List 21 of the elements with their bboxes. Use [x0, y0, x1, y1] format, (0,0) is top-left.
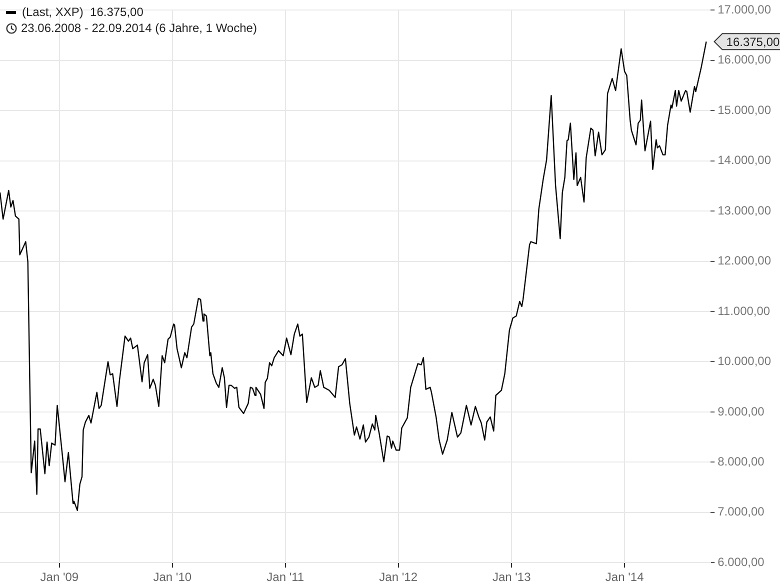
y-tick-label: 17.000,00 — [718, 2, 772, 17]
legend-label: (Last, XXP) 16.375,00 — [22, 4, 144, 20]
y-tick-label: 9.000,00 — [718, 404, 765, 418]
text: 23.06.2008 - 22.09.2014 (6 Jahre, 1 Woche) — [21, 20, 257, 36]
y-tick-label: 10.000,00 — [718, 354, 772, 368]
x-tick-label: Jan '13 — [492, 570, 532, 584]
x-tick-label: Jan '14 — [605, 570, 644, 584]
x-tick-label: Jan '12 — [379, 570, 418, 584]
y-tick-label: 11.000,00 — [718, 304, 770, 318]
y-tick-label: 13.000,00 — [718, 203, 772, 218]
annotation: 16.375,00 — [726, 34, 780, 49]
y-tick-label: 8.000,00 — [718, 454, 765, 468]
y-tick-label: 7.000,00 — [718, 504, 765, 519]
x-tick-label: Jan '10 — [153, 570, 192, 584]
y-tick-label: 14.000,00 — [718, 153, 772, 168]
x-tick-label: Jan '11 — [266, 570, 304, 584]
y-tick-label: 15.000,00 — [718, 102, 772, 117]
y-tick-label: 6.000,00 — [718, 554, 765, 569]
x-tick-label: Jan '09 — [40, 570, 79, 584]
y-tick-label: 12.000,00 — [718, 254, 772, 268]
y-tick-label: 16.000,00 — [718, 52, 772, 67]
